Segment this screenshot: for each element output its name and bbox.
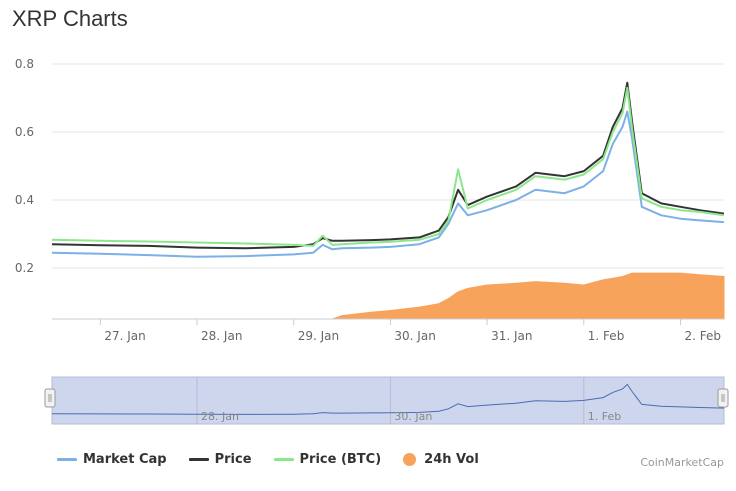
y-tick-label: 0.6 <box>15 125 34 139</box>
legend: Market Cap Price Price (BTC) 24h Vol <box>57 452 501 467</box>
legend-price[interactable]: Price <box>188 452 252 467</box>
navigator-background[interactable] <box>51 376 725 425</box>
price-btc-line <box>51 86 725 247</box>
gridlines <box>52 63 724 269</box>
x-tick-label: 27. Jan <box>104 329 145 343</box>
x-tick-label: 28. Jan <box>201 329 242 343</box>
y-tick-label: 0.4 <box>15 193 34 207</box>
legend-price-btc[interactable]: Price (BTC) <box>273 452 382 467</box>
legend-label-volume: 24h Vol <box>424 452 479 467</box>
navigator-handle-left[interactable] <box>44 388 56 408</box>
y-tick-label: 0.8 <box>15 57 34 71</box>
price-btc-swatch <box>273 458 294 461</box>
x-tick-label: 29. Jan <box>298 329 339 343</box>
legend-label-price-btc: Price (BTC) <box>299 452 382 467</box>
navigator-line <box>51 383 725 415</box>
navigator-tick-label: 28. Jan <box>201 410 239 423</box>
y-axis: 0.2 0.4 0.6 0.8 <box>15 57 34 275</box>
legend-volume[interactable]: 24h Vol <box>403 452 479 467</box>
legend-market-cap[interactable]: Market Cap <box>57 452 167 467</box>
volume-area <box>52 272 725 320</box>
x-tick-label: 31. Jan <box>491 329 532 343</box>
volume-swatch <box>403 453 417 466</box>
navigator-handle-right[interactable] <box>717 388 729 408</box>
navigator[interactable]: 28. Jan 30. Jan 1. Feb <box>44 376 729 425</box>
volume-area-path <box>52 272 725 320</box>
legend-label-price: Price <box>214 452 252 467</box>
x-axis: 27. Jan 28. Jan 29. Jan 30. Jan 31. Jan 1. Fe… <box>99 319 721 343</box>
legend-label-market-cap: Market Cap <box>83 452 167 467</box>
chart-title: XRP Charts <box>12 6 128 31</box>
y-tick-label: 0.2 <box>15 261 34 275</box>
price-swatch <box>188 458 209 461</box>
navigator-tick-label: 30. Jan <box>394 410 432 423</box>
market-cap-line <box>51 110 725 258</box>
x-tick-label: 1. Feb <box>588 329 625 343</box>
series-lines[interactable] <box>51 81 725 258</box>
x-tick-label: 30. Jan <box>394 329 435 343</box>
credit-link[interactable]: CoinMarketCap <box>640 456 724 469</box>
navigator-tick-label: 1. Feb <box>588 410 621 423</box>
navigator-x-axis: 28. Jan 30. Jan 1. Feb <box>201 410 621 423</box>
x-tick-label: 2. Feb <box>684 329 721 343</box>
market-cap-swatch <box>57 458 77 461</box>
